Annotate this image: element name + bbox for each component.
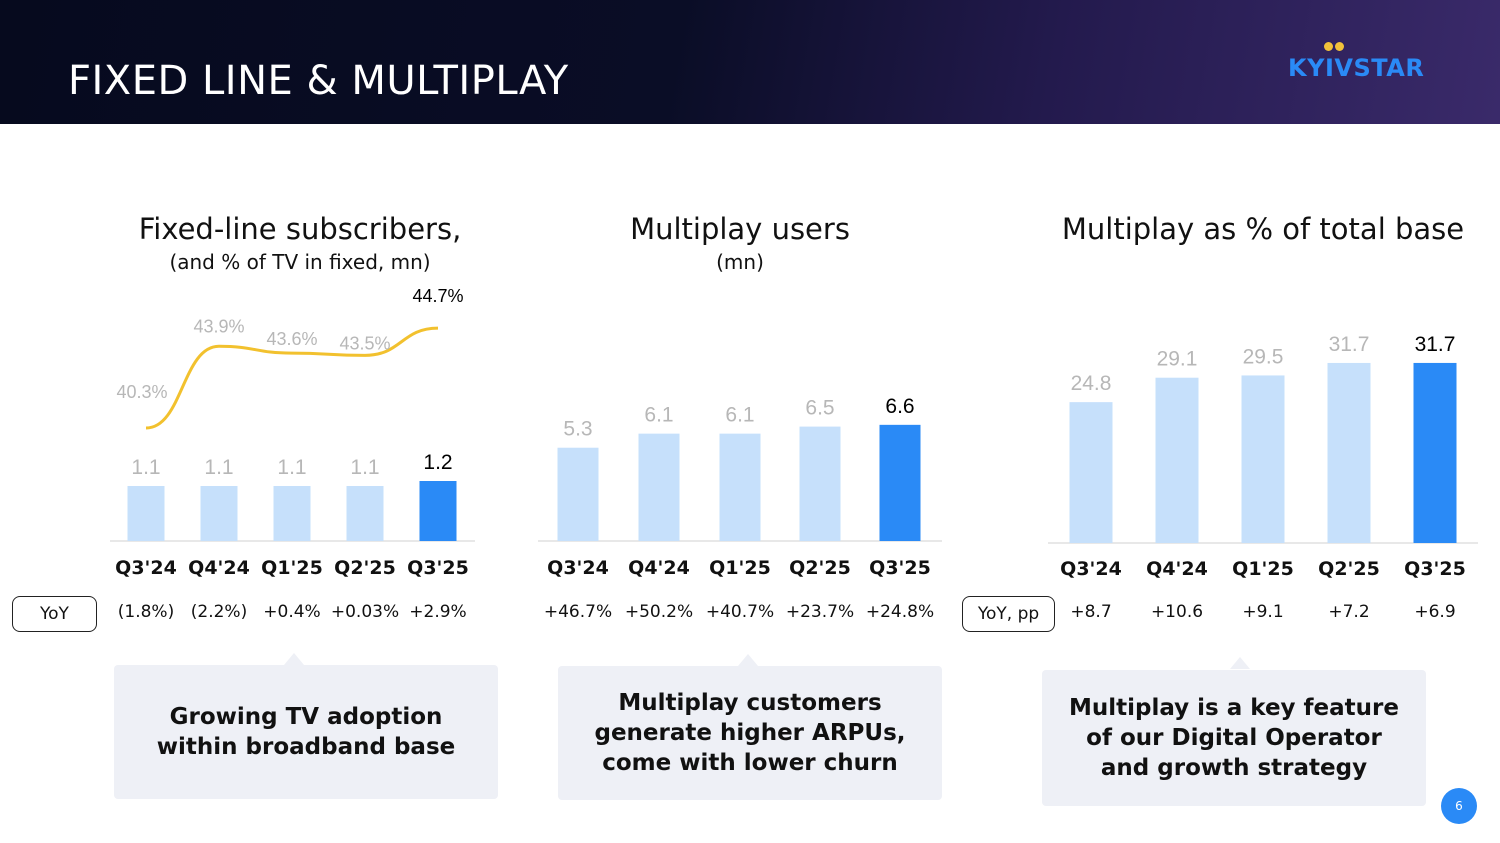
- yoy-value: +46.7%: [543, 602, 613, 622]
- yoy-value: +24.8%: [865, 602, 935, 622]
- yoy-label-box-1: YoY: [12, 596, 97, 632]
- line-point-label: 43.6%: [266, 329, 317, 349]
- yoy-value: +6.9: [1414, 602, 1456, 622]
- bar-value-label: 29.5: [1243, 345, 1284, 368]
- bar: [346, 486, 384, 541]
- yoy-value: (1.8%): [117, 602, 175, 622]
- bar-value-label: 6.6: [885, 395, 914, 418]
- chart-1-subtitle: (and % of TV in fixed, mn): [169, 250, 431, 274]
- x-tick-label: Q3'25: [1404, 558, 1466, 580]
- bar-value-label: 1.1: [131, 456, 160, 479]
- yoy-value: +40.7%: [705, 602, 775, 622]
- chart-2-subtitle: (mn): [716, 250, 764, 274]
- x-tick-label: Q3'24: [115, 557, 177, 579]
- yoy-value: +9.1: [1242, 602, 1284, 622]
- bar-value-label: 1.1: [204, 456, 233, 479]
- bar-value-label: 1.1: [350, 456, 379, 479]
- yoy-value: +23.7%: [785, 602, 855, 622]
- kyivstar-logo: KYIVSTAR: [1288, 42, 1438, 82]
- x-tick-label: Q3'24: [547, 557, 609, 579]
- page-number-badge: 6: [1441, 788, 1477, 824]
- bar-value-label: 1.2: [423, 451, 452, 474]
- x-tick-label: Q1'25: [1232, 558, 1294, 580]
- callout-1: Growing TV adoption within broadband bas…: [114, 665, 498, 799]
- x-tick-label: Q1'25: [709, 557, 771, 579]
- chart-3-title: Multiplay as % of total base: [1061, 212, 1465, 246]
- bar: [799, 426, 841, 541]
- yoy-value: +10.6: [1150, 602, 1204, 622]
- yoy-value: +0.4%: [263, 602, 321, 622]
- bar: [879, 424, 921, 541]
- bar: [273, 486, 311, 541]
- bar: [1155, 377, 1199, 543]
- bar-value-label: 6.1: [725, 404, 754, 427]
- bar: [1327, 362, 1371, 543]
- yoy-label-box-3: YoY, pp: [962, 596, 1055, 632]
- x-tick-label: Q4'24: [628, 557, 690, 579]
- line-point-label: 40.3%: [116, 382, 167, 402]
- page-title: FIXED LINE & MULTIPLAY: [68, 58, 569, 104]
- bar: [557, 447, 599, 541]
- yoy-value: (2.2%): [190, 602, 248, 622]
- bar: [1413, 362, 1457, 543]
- yoy-value: +2.9%: [409, 602, 467, 622]
- bar: [1069, 402, 1113, 543]
- bar-value-label: 5.3: [563, 418, 592, 441]
- bar: [419, 481, 457, 541]
- bar-value-label: 29.1: [1157, 348, 1198, 371]
- x-tick-label: Q3'25: [407, 557, 469, 579]
- header-banner: FIXED LINE & MULTIPLAY KYIVSTAR: [0, 0, 1500, 124]
- bar-value-label: 31.7: [1329, 333, 1370, 356]
- yoy-value: +7.2: [1328, 602, 1370, 622]
- callout-2: Multiplay customers generate higher ARPU…: [558, 666, 942, 800]
- x-tick-label: Q1'25: [261, 557, 323, 579]
- bar-value-label: 6.5: [805, 397, 834, 420]
- x-tick-label: Q3'24: [1060, 558, 1122, 580]
- callout-1-pointer: [284, 653, 304, 665]
- bar-value-label: 6.1: [644, 404, 673, 427]
- x-tick-label: Q4'24: [188, 557, 250, 579]
- logo-dot-left-icon: [1324, 42, 1333, 51]
- callout-2-pointer: [738, 654, 758, 666]
- logo-text: KYIVSTAR: [1288, 54, 1425, 82]
- bar: [719, 433, 761, 541]
- yoy-value: +8.7: [1070, 602, 1112, 622]
- yoy-value: +0.03%: [330, 602, 400, 622]
- callout-3: Multiplay is a key feature of our Digita…: [1042, 670, 1426, 806]
- yoy-value: +50.2%: [624, 602, 694, 622]
- line-point-label: 43.9%: [193, 316, 244, 336]
- line-point-label: 44.7%: [412, 286, 463, 306]
- x-tick-label: Q2'25: [789, 557, 851, 579]
- line-point-label: 43.5%: [339, 333, 390, 353]
- bar: [127, 486, 165, 541]
- callout-3-pointer: [1230, 657, 1250, 669]
- chart-1-title: Fixed-line subscribers,: [138, 212, 462, 246]
- x-tick-label: Q4'24: [1146, 558, 1208, 580]
- x-tick-label: Q2'25: [1318, 558, 1380, 580]
- bar-value-label: 24.8: [1071, 372, 1112, 395]
- bar-value-label: 31.7: [1415, 333, 1456, 356]
- bar: [1241, 375, 1285, 543]
- logo-dot-right-icon: [1335, 42, 1344, 51]
- chart-2-title: Multiplay users: [630, 212, 850, 246]
- x-tick-label: Q3'25: [869, 557, 931, 579]
- bar: [638, 433, 680, 541]
- tv-share-line: [145, 326, 439, 430]
- bar-value-label: 1.1: [277, 456, 306, 479]
- bar: [200, 486, 238, 541]
- x-tick-label: Q2'25: [334, 557, 396, 579]
